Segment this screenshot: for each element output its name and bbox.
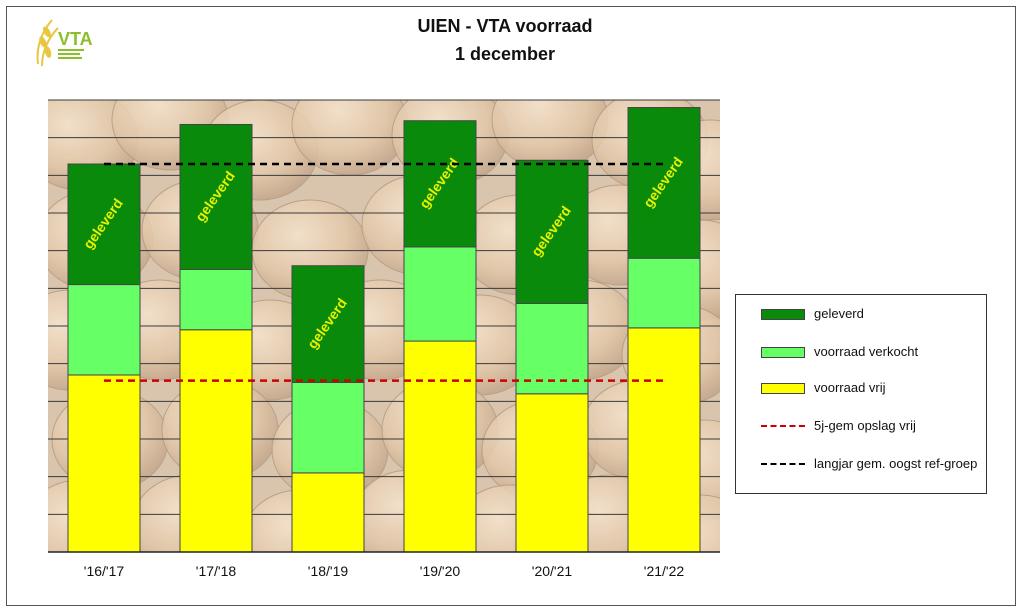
bar-segment bbox=[403, 120, 477, 248]
bar-segment bbox=[403, 246, 477, 342]
reference-lines bbox=[104, 162, 664, 382]
legend-item: 5j-gem opslag vrij bbox=[736, 417, 986, 439]
legend-swatch bbox=[761, 383, 805, 394]
legend: geleverd voorraad verkocht voorraad vrij 5j… bbox=[735, 294, 987, 494]
chart-title: UIEN - VTA voorraad bbox=[417, 16, 593, 36]
legend-label: 5j-gem opslag vrij bbox=[814, 418, 916, 433]
x-tick-label: '21/'22 bbox=[644, 563, 685, 579]
legend-item: geleverd bbox=[736, 305, 986, 327]
gridlines bbox=[48, 99, 720, 515]
bar-segment bbox=[291, 265, 365, 384]
bars: geleverd geleverdgeleverdgeleverdgeleverd… bbox=[67, 107, 701, 553]
legend-swatch bbox=[761, 347, 805, 358]
legend-item: voorraad vrij bbox=[736, 379, 986, 401]
wheat-logo-icon: VTA bbox=[36, 19, 93, 67]
x-tick-label: '19/'20 bbox=[420, 563, 461, 579]
legend-swatch bbox=[761, 425, 805, 427]
chart-subtitle: 1 december bbox=[454, 44, 556, 64]
bar-segment bbox=[403, 340, 477, 553]
bar-segment bbox=[67, 374, 141, 553]
bar-segment bbox=[179, 123, 253, 270]
legend-item: langjar gem. oogst ref-groep bbox=[736, 455, 986, 477]
x-tick-label: '20/'21 bbox=[532, 563, 573, 579]
x-tick-label: '16/'17 bbox=[84, 563, 125, 579]
x-tick-label: '17/'18 bbox=[196, 563, 237, 579]
bar-segment bbox=[67, 163, 141, 286]
bar-segment bbox=[67, 284, 141, 376]
bar-segment bbox=[515, 159, 589, 304]
legend-label: geleverd bbox=[814, 306, 864, 321]
bar-segment bbox=[291, 382, 365, 474]
logo-text: VTA bbox=[58, 29, 93, 49]
bar-segment bbox=[179, 329, 253, 553]
bar-segment bbox=[515, 302, 589, 395]
bar-segment bbox=[627, 327, 701, 553]
x-tick-label: '18/'19 bbox=[308, 563, 349, 579]
bar-segment bbox=[515, 393, 589, 553]
legend-swatch bbox=[761, 309, 805, 320]
bar-segment bbox=[627, 257, 701, 329]
legend-label: voorraad verkocht bbox=[814, 344, 919, 359]
x-axis: '16/'17 '17/'18 '18/'19 '19/'20 '20/'21 '21/'… bbox=[48, 551, 720, 579]
legend-label: voorraad vrij bbox=[814, 380, 886, 395]
legend-item: voorraad verkocht bbox=[736, 343, 986, 365]
bar-segment bbox=[291, 472, 365, 553]
bar-segment bbox=[179, 269, 253, 331]
legend-label: langjar gem. oogst ref-groep bbox=[814, 456, 978, 471]
legend-swatch bbox=[761, 463, 805, 465]
vta-logo: VTA bbox=[28, 12, 98, 72]
bar-segment bbox=[627, 107, 701, 259]
